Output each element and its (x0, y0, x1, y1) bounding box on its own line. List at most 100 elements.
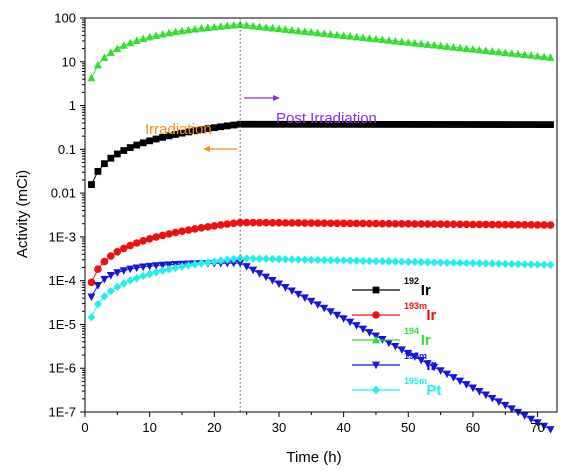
data-point (378, 35, 387, 44)
data-point (320, 120, 328, 128)
legend-marker (372, 335, 380, 344)
data-point (313, 28, 322, 37)
data-point (417, 39, 426, 48)
data-point (300, 255, 309, 264)
data-point (488, 121, 496, 128)
data-point (255, 270, 264, 278)
data-point (475, 388, 484, 396)
data-point (397, 257, 406, 266)
data-point (262, 120, 270, 128)
data-point (410, 38, 419, 47)
data-point (411, 121, 419, 128)
data-point (106, 271, 115, 280)
data-point (210, 257, 219, 266)
legend-symbol: Ir (426, 307, 436, 324)
data-point (216, 256, 225, 265)
data-point (417, 356, 426, 365)
data-point (488, 220, 497, 229)
tick-labels: 0 10 20 30 40 50 60 70 1E-7 1E-6 1E-5 1E-4 1E-3 0.01 0… (49, 11, 545, 436)
data-point (352, 256, 361, 265)
data-point (540, 260, 549, 269)
data-point (146, 137, 154, 145)
data-point (120, 147, 128, 154)
data-point (113, 44, 122, 52)
data-point (313, 219, 322, 227)
data-point (481, 259, 490, 268)
data-point (521, 121, 529, 128)
legend-symbol: Pt (426, 382, 441, 399)
post-irradiation-label: Post Irradiation (276, 110, 377, 127)
data-point (165, 265, 174, 274)
data-point (326, 308, 335, 316)
data-point (534, 121, 542, 128)
y-tick-label: 1E-7 (49, 405, 76, 420)
data-point (540, 221, 548, 229)
data-point (327, 120, 335, 128)
data-point (158, 261, 167, 270)
data-point (449, 258, 458, 268)
data-point (139, 236, 147, 245)
data-point (527, 51, 536, 59)
data-point (456, 258, 465, 268)
data-point (359, 120, 367, 128)
data-point (546, 53, 555, 61)
data-point (494, 259, 503, 268)
y-tick-label: 1E-4 (49, 273, 76, 288)
data-point (540, 52, 549, 61)
data-point (113, 248, 122, 256)
x-tick-label: 0 (81, 420, 88, 435)
data-point (436, 367, 445, 375)
data-point (514, 121, 522, 128)
data-point (281, 219, 290, 227)
data-point (314, 120, 322, 128)
x-axis-title: Time (h) (286, 449, 341, 466)
data-point (514, 408, 523, 417)
data-point (410, 257, 419, 267)
data-point (249, 21, 258, 30)
data-point (450, 121, 457, 128)
data-point (288, 219, 296, 227)
data-point (242, 263, 251, 271)
data-point (113, 150, 121, 158)
data-point (430, 121, 438, 128)
series-line (91, 222, 551, 283)
data-point (397, 346, 406, 355)
data-point (197, 224, 206, 232)
legend-symbol: Ir (426, 357, 436, 374)
data-point (378, 257, 387, 266)
data-point (287, 287, 296, 296)
data-point (178, 129, 186, 137)
data-point (359, 219, 367, 228)
data-point (488, 259, 497, 268)
data-point (158, 266, 167, 275)
y-tick-label: 100 (54, 11, 76, 26)
data-point (287, 255, 296, 264)
data-point (243, 120, 251, 128)
data-point (229, 20, 238, 29)
data-point (378, 219, 387, 228)
data-point (152, 262, 161, 270)
data-point (197, 24, 206, 32)
data-point (320, 304, 329, 313)
data-point (449, 220, 458, 229)
data-point (391, 342, 400, 351)
data-point (307, 219, 316, 227)
data-point (391, 121, 399, 128)
data-point (191, 127, 199, 135)
data-point (346, 219, 354, 228)
data-point (456, 43, 465, 52)
data-point (326, 219, 335, 228)
data-point (436, 258, 445, 267)
data-point (514, 220, 523, 229)
series-195m-Pt (87, 254, 555, 322)
series-193m-Ir (87, 218, 555, 287)
data-point (430, 40, 439, 49)
data-point (191, 225, 199, 233)
data-point (481, 46, 490, 55)
x-tick-label: 60 (466, 420, 480, 435)
data-point (242, 218, 251, 227)
data-point (255, 22, 264, 31)
data-point (443, 121, 451, 128)
data-point (294, 120, 302, 128)
